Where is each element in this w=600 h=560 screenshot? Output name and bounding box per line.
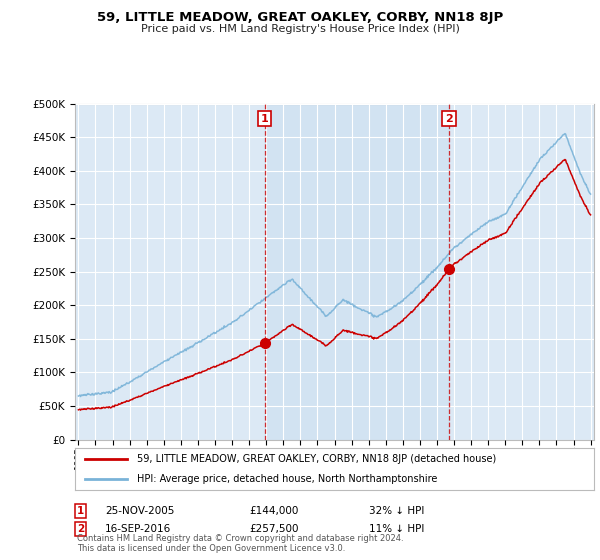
Text: 16-SEP-2016: 16-SEP-2016 [105, 524, 171, 534]
Text: 25-NOV-2005: 25-NOV-2005 [105, 506, 175, 516]
Text: 2: 2 [445, 114, 453, 124]
Text: £144,000: £144,000 [249, 506, 298, 516]
Text: 59, LITTLE MEADOW, GREAT OAKLEY, CORBY, NN18 8JP: 59, LITTLE MEADOW, GREAT OAKLEY, CORBY, … [97, 11, 503, 24]
Text: 1: 1 [77, 506, 84, 516]
Text: 32% ↓ HPI: 32% ↓ HPI [369, 506, 424, 516]
Text: 11% ↓ HPI: 11% ↓ HPI [369, 524, 424, 534]
Text: Contains HM Land Registry data © Crown copyright and database right 2024.
This d: Contains HM Land Registry data © Crown c… [77, 534, 403, 553]
Text: HPI: Average price, detached house, North Northamptonshire: HPI: Average price, detached house, Nort… [137, 474, 437, 484]
Text: 2: 2 [77, 524, 84, 534]
Bar [265, 104, 449, 440]
Text: £257,500: £257,500 [249, 524, 299, 534]
Text: Price paid vs. HM Land Registry's House Price Index (HPI): Price paid vs. HM Land Registry's House … [140, 24, 460, 34]
Text: 1: 1 [261, 114, 269, 124]
Text: 59, LITTLE MEADOW, GREAT OAKLEY, CORBY, NN18 8JP (detached house): 59, LITTLE MEADOW, GREAT OAKLEY, CORBY, … [137, 454, 497, 464]
